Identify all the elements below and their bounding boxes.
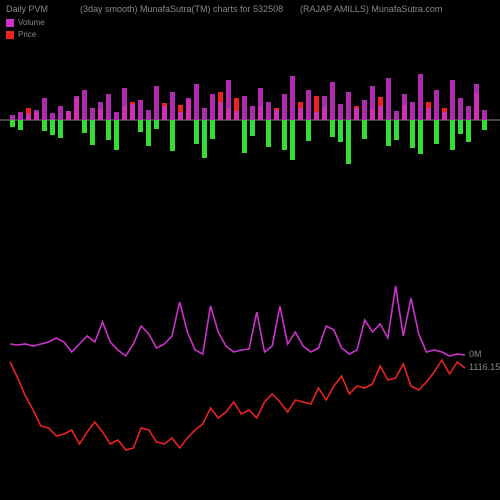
vol-end-label: 0M <box>469 349 482 359</box>
chart-root: { "header":{ "left":"Daily PVM", "mid":"… <box>0 0 500 500</box>
bottom-line-chart <box>0 200 500 500</box>
top-bar-chart <box>0 0 500 200</box>
price-end-label: 1116.15 <box>469 362 500 372</box>
